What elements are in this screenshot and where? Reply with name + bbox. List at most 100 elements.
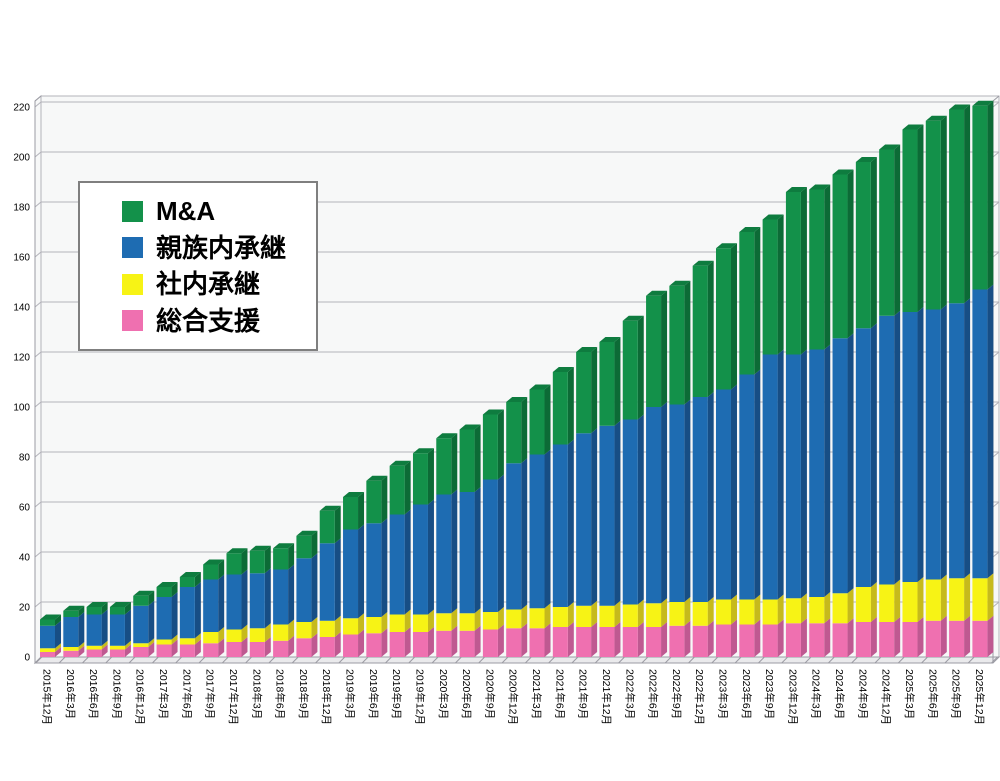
x-tick xyxy=(501,656,509,664)
bar-side-internal xyxy=(78,642,85,651)
bar-top-ma xyxy=(273,543,295,549)
y-axis-label: 180 xyxy=(13,203,30,214)
bar-segment-family xyxy=(972,289,988,579)
bar-segment-support xyxy=(902,622,918,657)
bar-segment-internal xyxy=(436,613,452,631)
bar-segment-family xyxy=(133,605,149,644)
bar-side-ma xyxy=(427,448,434,505)
bar-side-family xyxy=(544,449,551,609)
bar-segment-ma xyxy=(949,109,965,304)
bar-top-ma xyxy=(40,614,61,620)
x-axis-label: 2016年6月 xyxy=(87,669,100,719)
bar xyxy=(599,337,621,657)
plot-wall-left xyxy=(34,94,42,665)
bar xyxy=(179,572,201,657)
x-axis-label: 2018年12月 xyxy=(320,669,333,725)
bar-segment-internal xyxy=(179,638,195,645)
bar xyxy=(40,614,61,657)
gridline xyxy=(34,251,1000,258)
bar-top-ma xyxy=(436,433,458,439)
bar-segment-internal xyxy=(109,645,125,650)
bar-segment-internal xyxy=(762,599,778,625)
x-axis-label: 2024年6月 xyxy=(833,669,846,719)
bar-side-support xyxy=(870,617,877,657)
bar-segment-ma xyxy=(63,610,79,617)
bar xyxy=(249,545,271,657)
bar-side-family xyxy=(381,518,388,617)
bar-segment-family xyxy=(715,389,731,600)
bar-segment-support xyxy=(109,649,125,657)
legend-swatch-comprehensive-support xyxy=(122,310,143,332)
bar-segment-support xyxy=(832,623,848,657)
bar-segment-support xyxy=(739,624,755,657)
x-tick xyxy=(548,656,555,664)
bar-side-ma xyxy=(614,337,621,426)
bar-segment-internal xyxy=(925,579,941,621)
bar xyxy=(902,124,924,657)
x-tick xyxy=(338,656,346,664)
bar-side-family xyxy=(148,600,155,644)
y-axis-label: 40 xyxy=(19,553,31,564)
bar-segment-ma xyxy=(855,162,871,329)
bar-side-ma xyxy=(404,460,411,515)
bar xyxy=(925,115,947,657)
bar-side-family xyxy=(358,524,365,619)
bar-top-ma xyxy=(576,347,598,352)
bar-segment-ma xyxy=(412,453,428,505)
bar-segment-support xyxy=(389,632,405,657)
bar-side-internal xyxy=(334,615,341,637)
bar-side-family xyxy=(474,487,481,614)
x-axis-label: 2023年9月 xyxy=(763,669,776,719)
bar-side-family xyxy=(940,304,947,580)
x-axis-label: 2024年12月 xyxy=(880,669,893,725)
bar-top-ma xyxy=(529,384,551,390)
bar-side-internal xyxy=(800,593,807,624)
bar-segment-ma xyxy=(832,174,848,339)
bar-side-ma xyxy=(218,559,225,580)
bar-segment-family xyxy=(949,303,965,579)
bar-top-ma xyxy=(319,505,341,511)
x-axis-label: 2025年6月 xyxy=(926,669,939,719)
bar-side-family xyxy=(591,428,598,606)
bar-segment-internal xyxy=(599,605,615,627)
bar-side-ma xyxy=(521,397,528,464)
bar-side-family xyxy=(288,564,295,625)
bar-segment-support xyxy=(879,622,895,657)
bar-side-internal xyxy=(707,597,714,626)
legend-swatch-family-succession xyxy=(122,237,143,259)
bar-segment-support xyxy=(622,627,638,657)
bar-segment-internal xyxy=(832,593,848,624)
bar xyxy=(855,157,877,657)
bar-side-internal xyxy=(661,598,668,627)
bar-segment-family xyxy=(63,617,79,647)
bar xyxy=(646,290,668,657)
bar-segment-family xyxy=(366,523,382,617)
bar xyxy=(552,367,574,657)
bar-top-ma xyxy=(739,227,761,232)
bar-segment-internal xyxy=(366,617,382,634)
bar-segment-ma xyxy=(646,295,662,407)
bar-top-ma xyxy=(156,582,178,587)
bar-side-ma xyxy=(800,187,807,355)
gridline xyxy=(34,201,1000,208)
x-axis-label: 2016年3月 xyxy=(64,669,77,719)
bar-segment-ma xyxy=(762,219,778,355)
bar-side-support xyxy=(381,628,388,657)
x-tick xyxy=(478,656,486,664)
bar-side-internal xyxy=(264,623,271,642)
bar-side-family xyxy=(661,402,668,604)
x-axis-label: 2019年9月 xyxy=(390,669,403,719)
x-axis-label: 2021年6月 xyxy=(553,669,566,719)
y-axis-label: 80 xyxy=(19,453,31,464)
bar-top-ma xyxy=(296,530,318,536)
legend-label-comprehensive-support: 総合支援 xyxy=(156,305,261,336)
bar-side-ma xyxy=(567,367,574,445)
bar xyxy=(436,433,458,657)
bar-top-ma xyxy=(762,214,784,220)
bar-side-support xyxy=(497,624,504,657)
x-tick xyxy=(82,656,89,664)
bar xyxy=(762,214,784,657)
x-tick xyxy=(921,656,928,664)
bar-side-internal xyxy=(148,638,155,647)
